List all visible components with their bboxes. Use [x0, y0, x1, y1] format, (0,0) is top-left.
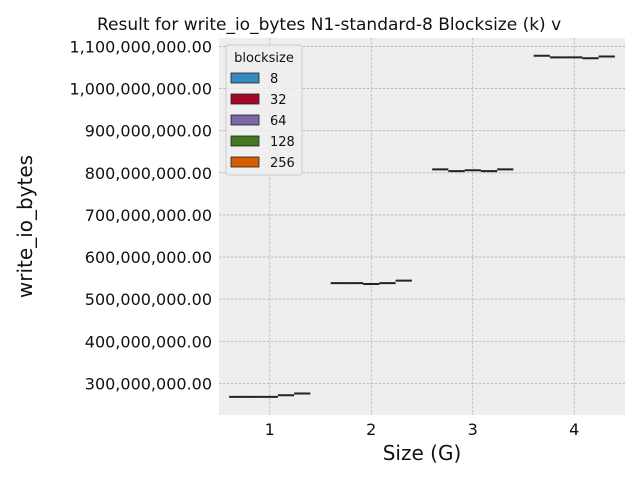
y-tick-label: 800,000,000.00: [85, 164, 212, 183]
x-tick-label: 2: [366, 420, 376, 439]
y-tick-label: 500,000,000.00: [85, 290, 212, 309]
legend-label: 128: [270, 135, 295, 150]
legend-label: 32: [270, 93, 287, 108]
legend-title: blocksize: [234, 51, 294, 66]
y-axis-label: write_io_bytes: [13, 155, 37, 298]
legend-label: 8: [270, 72, 278, 87]
x-axis-label: Size (G): [383, 441, 462, 465]
legend-swatch: [230, 135, 260, 147]
y-tick-label: 1,100,000,000.00: [70, 37, 213, 56]
y-tick-label: 900,000,000.00: [85, 122, 212, 141]
grid: [219, 38, 625, 415]
data-marks: [229, 54, 615, 398]
x-tick-label: 4: [569, 420, 579, 439]
legend: blocksize 8 32 64 128 256: [225, 44, 303, 176]
y-tick-label: 1,000,000,000.00: [70, 80, 213, 99]
legend-label: 64: [270, 114, 287, 129]
legend-swatch: [230, 72, 260, 84]
y-tick-label: 400,000,000.00: [85, 332, 212, 351]
x-tick-label: 1: [265, 420, 275, 439]
legend-items: 8 32 64 128 256: [230, 72, 295, 171]
ticks: 300,000,000.00 400,000,000.00 500,000,000.…: [70, 37, 580, 439]
chart-title: Result for write_io_bytes N1-standard-8 …: [97, 15, 561, 35]
legend-swatch: [230, 93, 260, 105]
y-tick-label: 600,000,000.00: [85, 248, 212, 267]
legend-swatch: [230, 114, 260, 126]
legend-swatch: [230, 156, 260, 168]
x-tick-label: 3: [468, 420, 478, 439]
y-tick-label: 300,000,000.00: [85, 374, 212, 393]
legend-label: 256: [270, 156, 295, 171]
y-tick-label: 700,000,000.00: [85, 206, 212, 225]
